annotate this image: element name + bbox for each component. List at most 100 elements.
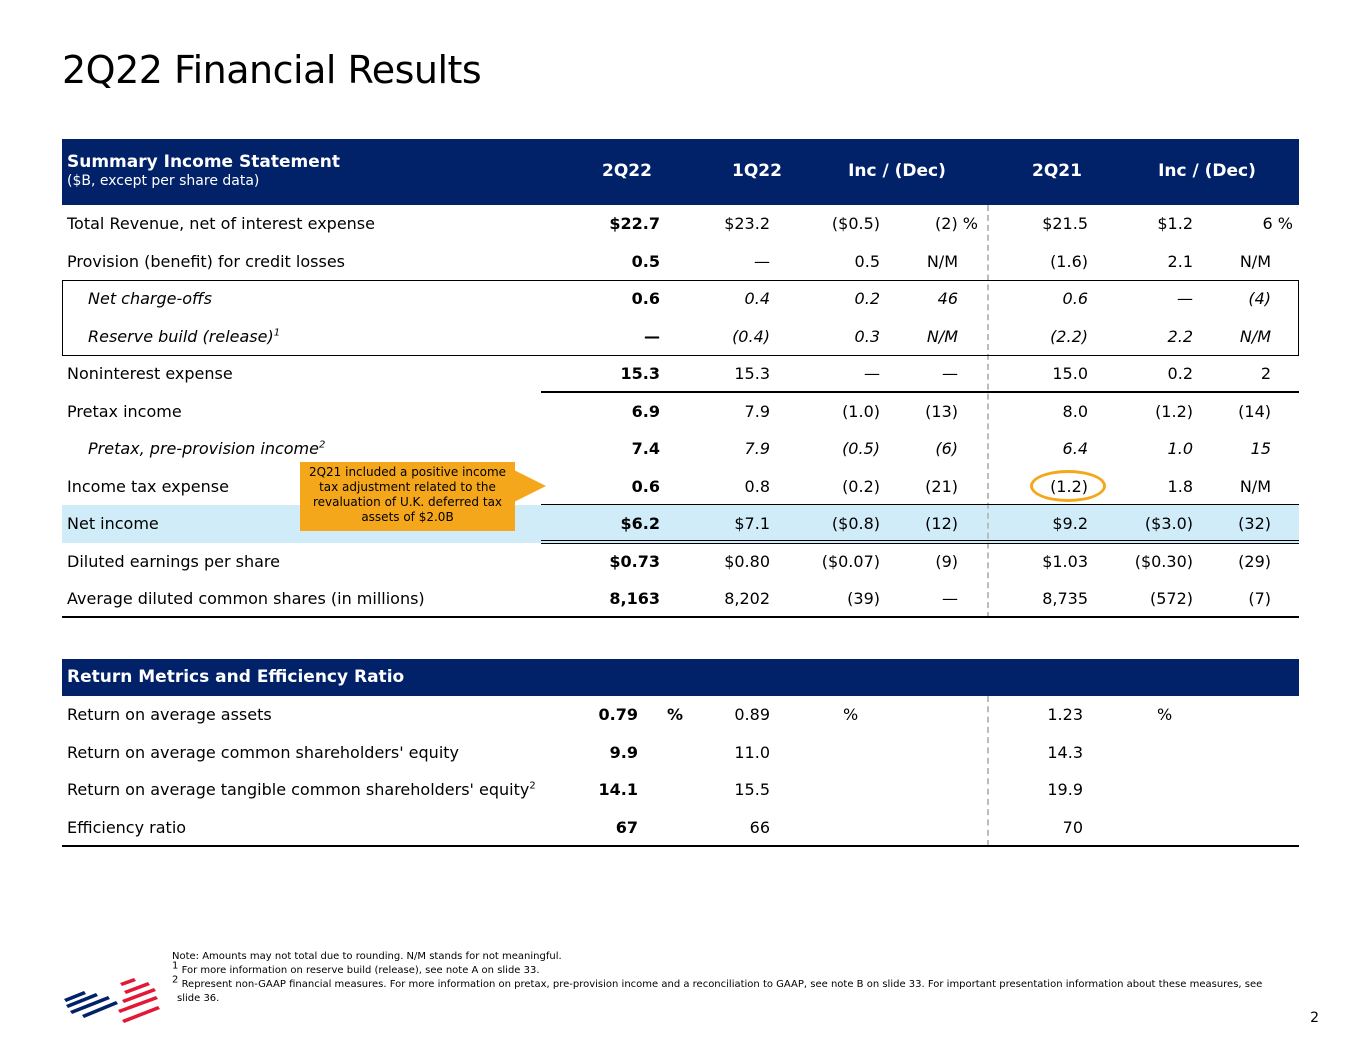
cell-d2: ($3.0) bbox=[1144, 514, 1193, 533]
cell-p1: N/M bbox=[926, 326, 958, 346]
cell-v1q22: 11.0 bbox=[734, 742, 770, 762]
income-table-subtitle: ($B, except per share data) bbox=[67, 173, 260, 189]
col-header-inc-dec-2q21: Inc / (Dec) bbox=[1158, 161, 1256, 181]
row-label: Diluted earnings per share bbox=[67, 551, 280, 571]
cell-v1q22: 15.5 bbox=[734, 780, 770, 799]
income-table-title: Summary Income Statement bbox=[67, 152, 340, 172]
cell-v2q22: 6.9 bbox=[631, 401, 660, 421]
cell-v2q22: 14.1 bbox=[598, 780, 638, 799]
table-row: Return on average assets 0.79 0.89 1.23%%% bbox=[62, 696, 1299, 734]
cell-v2q21: 8.0 bbox=[1062, 401, 1088, 421]
cell-p2: (4) bbox=[1248, 289, 1271, 308]
cell-v1q22: $0.80 bbox=[724, 551, 770, 571]
cell-v2q21: 15.0 bbox=[1052, 364, 1088, 383]
row-label: Provision (benefit) for credit losses bbox=[67, 251, 345, 271]
cell-d2: 1.8 bbox=[1167, 476, 1193, 496]
col-header-2q22: 2Q22 bbox=[602, 161, 652, 181]
cell-v2q22: 9.9 bbox=[609, 742, 638, 762]
cell-v1q22: 0.89 bbox=[734, 705, 770, 724]
cell-d1: 0.2 bbox=[854, 289, 880, 308]
cell-d1: — bbox=[864, 364, 880, 383]
cell-p2: (7) bbox=[1248, 589, 1271, 608]
cell-d2: $1.2 bbox=[1157, 214, 1193, 233]
col-header-1q22: 1Q22 bbox=[732, 161, 782, 181]
table-row: Noninterest expense 15.3 15.3 — — 15.0 0.2 2 bbox=[62, 355, 1299, 393]
cell-v1q22: $7.1 bbox=[734, 514, 770, 533]
cell-d2: 2.2 bbox=[1167, 326, 1193, 346]
cell-d1: ($0.5) bbox=[831, 214, 880, 233]
row-label: Return on average assets bbox=[67, 705, 272, 724]
table-row: Pretax income 6.9 7.9 (1.0) (13) 8.0 (1.2) (14) bbox=[62, 393, 1299, 431]
table-row: Diluted earnings per share $0.73 $0.80 ($0.… bbox=[62, 543, 1299, 581]
cell-v2q21: $1.03 bbox=[1042, 551, 1088, 571]
cell-p1: — bbox=[942, 589, 958, 608]
cell-p2: 6 % bbox=[1262, 214, 1293, 233]
subtotal-rule bbox=[541, 391, 1299, 393]
cell-p1: — bbox=[942, 364, 958, 383]
cell-v2q22: 8,163 bbox=[609, 589, 660, 608]
cell-p1: (12) bbox=[925, 514, 958, 533]
percent-sign: % bbox=[843, 705, 859, 724]
cell-p2: (32) bbox=[1238, 514, 1271, 533]
table-row: Net charge-offs 0.6 0.4 0.2 46 0.6 — (4) bbox=[62, 280, 1299, 318]
table-row: Net income $6.2 $7.1 ($0.8) (12) $9.2 ($3.0) (3… bbox=[62, 505, 1299, 543]
col-header-2q21: 2Q21 bbox=[1032, 161, 1082, 181]
cell-d1: 0.3 bbox=[854, 326, 880, 346]
table-row: Provision (benefit) for credit losses 0.5… bbox=[62, 243, 1299, 281]
col-header-inc-dec-1q22: Inc / (Dec) bbox=[848, 161, 946, 181]
row-label: Total Revenue, net of interest expense bbox=[67, 214, 375, 233]
cell-d1: (0.5) bbox=[842, 439, 880, 458]
double-rule-bottom bbox=[541, 543, 1299, 544]
cell-d1: (39) bbox=[847, 589, 880, 608]
row-label: Reserve build (release)1 bbox=[88, 326, 281, 346]
row-label: Net income bbox=[67, 514, 159, 533]
cell-d2: ($0.30) bbox=[1134, 551, 1193, 571]
cell-v1q22: 8,202 bbox=[724, 589, 770, 608]
cell-d1: ($0.8) bbox=[831, 514, 880, 533]
cell-v1q22: 15.3 bbox=[734, 364, 770, 383]
cell-d2: — bbox=[1177, 289, 1193, 308]
row-label: Noninterest expense bbox=[67, 364, 233, 383]
cell-p1: (9) bbox=[935, 551, 958, 571]
cell-v2q22: 67 bbox=[615, 817, 638, 837]
row-label: Return on average tangible common shareh… bbox=[67, 780, 536, 799]
footnote-2: 2 Represent non-GAAP financial measures.… bbox=[172, 974, 1263, 990]
cell-v2q21: 6.4 bbox=[1062, 439, 1088, 458]
row-label: Net charge-offs bbox=[88, 289, 212, 308]
cell-v2q22: $6.2 bbox=[620, 514, 660, 533]
bank-flag-logo-icon bbox=[64, 978, 160, 1023]
table-bottom-rule bbox=[62, 845, 1299, 847]
cell-v1q22: 0.4 bbox=[744, 289, 770, 308]
subtotal-rule bbox=[541, 504, 1299, 505]
cell-v2q22: 0.79 bbox=[598, 705, 638, 724]
cell-p1: N/M bbox=[926, 251, 958, 271]
cell-v1q22: 7.9 bbox=[744, 401, 770, 421]
cell-p1: (21) bbox=[925, 476, 958, 496]
cell-v2q21: 1.23 bbox=[1047, 705, 1083, 724]
highlight-oval bbox=[1030, 470, 1106, 502]
page-number: 2 bbox=[1310, 1010, 1319, 1026]
cell-p1: (2) % bbox=[935, 214, 978, 233]
row-label: Return on average common shareholders' e… bbox=[67, 742, 460, 762]
cell-v2q21: 0.6 bbox=[1062, 289, 1088, 308]
footnote-2-continued: slide 36. bbox=[177, 993, 220, 1004]
cell-v1q22: 7.9 bbox=[744, 439, 770, 458]
table-row: Average diluted common shares (in millio… bbox=[62, 580, 1299, 618]
cell-v1q22: 66 bbox=[749, 817, 770, 837]
double-rule-top bbox=[541, 540, 1299, 541]
summary-income-statement-table: Summary Income Statement ($B, except per… bbox=[62, 139, 1299, 618]
cell-p2: 15 bbox=[1250, 439, 1271, 458]
percent-sign: % bbox=[667, 705, 684, 724]
cell-p1: (13) bbox=[925, 401, 958, 421]
cell-v2q22: $22.7 bbox=[609, 214, 660, 233]
row-label: Pretax income bbox=[67, 401, 182, 421]
table-bottom-rule bbox=[62, 616, 1299, 618]
callout-arrow bbox=[514, 470, 546, 502]
return-metrics-header: Return Metrics and Efficiency Ratio bbox=[62, 659, 1299, 696]
cell-p2: N/M bbox=[1239, 326, 1271, 346]
column-separator-dashed bbox=[987, 696, 989, 846]
cell-p2: (14) bbox=[1238, 401, 1271, 421]
cell-d1: ($0.07) bbox=[821, 551, 880, 571]
cell-v2q21: (1.6) bbox=[1050, 251, 1088, 271]
cell-p2: (29) bbox=[1238, 551, 1271, 571]
